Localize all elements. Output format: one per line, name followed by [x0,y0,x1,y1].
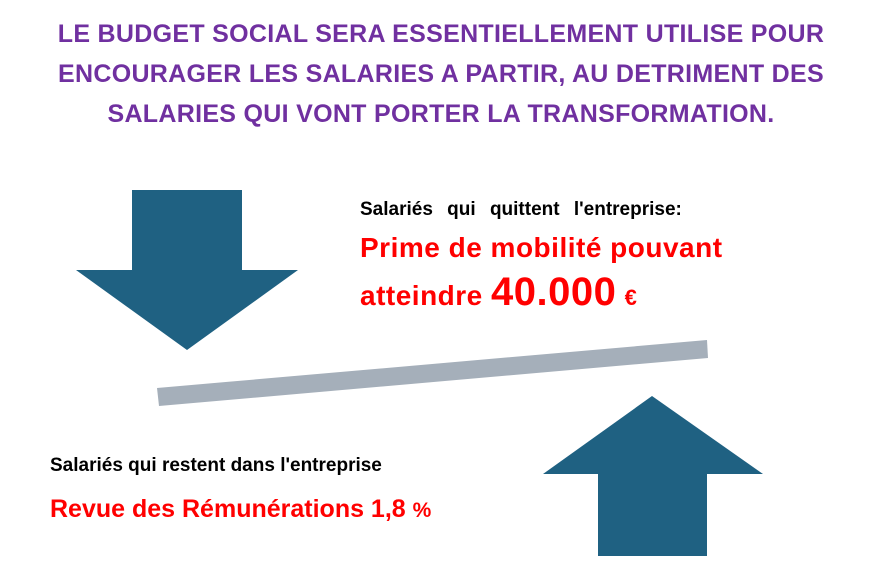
currency-symbol: € [624,285,638,310]
headline: LE BUDGET SOCIAL SERA ESSENTIELLEMENT UT… [57,20,825,128]
mobility-bonus-label: Prime de mobilité pouvant atteindre [360,232,723,311]
percent-sign: % [412,499,432,522]
leaving-employees-block: Salariés qui quittent l'entreprise: Prim… [360,196,820,320]
staying-employees-block: Salariés qui restent dans l'entreprise R… [50,452,530,528]
salary-review-label: Revue des Rémunérations 1,8 [50,495,406,523]
leaving-employees-heading: Salariés qui quittent l'entreprise: [360,199,682,220]
up-arrow-icon [543,396,763,556]
balance-bar [157,340,708,406]
staying-employees-heading: Salariés qui restent dans l'entreprise [50,455,382,476]
salary-review-text: Revue des Rémunérations 1,8 % [50,492,530,528]
mobility-bonus-amount: 40.000 [491,270,617,314]
mobility-bonus-text: Prime de mobilité pouvant atteindre 40.0… [360,226,820,320]
down-arrow-icon [76,190,298,350]
